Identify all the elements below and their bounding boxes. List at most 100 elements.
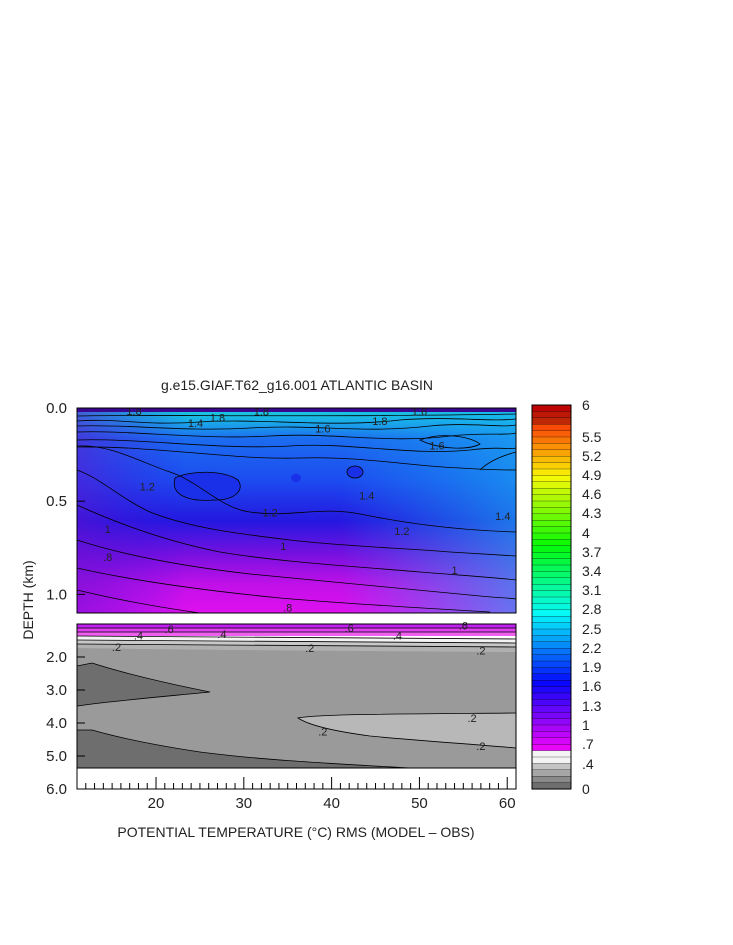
colorbar-label: 4 (582, 525, 590, 541)
y-tick-label: 5.0 (46, 748, 67, 765)
colorbar-swatch (531, 596, 572, 604)
colorbar-swatch (531, 456, 572, 464)
contour-line (76, 431, 517, 440)
colorbar-label: 1 (582, 717, 590, 733)
colorbar-swatch (531, 590, 572, 598)
contour-line (296, 712, 517, 749)
colorbar-swatch (531, 609, 572, 617)
contour-label: 1.8 (210, 412, 225, 424)
colorbar-swatch (531, 660, 572, 668)
colorbar-swatch (531, 750, 572, 758)
low-error-patch-1 (174, 472, 241, 501)
colorbar-swatch (531, 686, 572, 694)
colorbar-labels: 6 5.5 5.2 4.9 4.6 4.3 4 3.7 3.4 3.1 2.8 2.5 2.2 1.9 1.… (582, 397, 602, 797)
contour-line (76, 504, 517, 581)
colorbar-swatch (531, 526, 572, 534)
contour-line (77, 729, 411, 769)
contour-label: .2 (468, 713, 477, 725)
colorbar-swatch (531, 424, 572, 432)
dark-region-upper-left (77, 663, 210, 706)
contour-line (419, 435, 481, 449)
colorbar-swatch (531, 692, 572, 700)
y-tick-label: 6.0 (46, 781, 67, 798)
colorbar-swatch (531, 564, 572, 572)
colorbar-label: 3.7 (582, 544, 602, 560)
light-gray-band (77, 640, 516, 647)
y-tick-label: 2.0 (46, 649, 67, 666)
contour-label: .2 (305, 643, 314, 655)
y-tick-label: 4.0 (46, 715, 67, 732)
x-axis: 20 30 40 50 60 (85, 777, 517, 812)
upper-contour-labels: 1.8 1.8 1.61.8 1.81.4 1.61.61.21.41.2 1.41.21… (103, 406, 510, 615)
colorbar-swatch (531, 468, 572, 476)
colorbar-swatch (531, 648, 572, 656)
colorbar-label: .7 (582, 736, 594, 752)
contour-label: .2 (476, 645, 485, 657)
contour-label: .6 (459, 621, 468, 633)
contour-label: 1.2 (394, 526, 409, 538)
contour-label: .2 (318, 726, 327, 738)
contour-label: .2 (476, 741, 485, 753)
colorbar-label: 4.3 (582, 505, 602, 521)
colorbar-swatch (531, 763, 572, 771)
colorbar-swatch (531, 654, 572, 662)
contour-label: .8 (103, 552, 112, 564)
colorbar-label: 2.5 (582, 621, 602, 637)
y-axis-upper: 0.0 0.5 1.0 (46, 400, 85, 603)
y-tick-label: 0.0 (46, 400, 67, 417)
colorbar-swatch (531, 417, 572, 425)
y-tick-label: 3.0 (46, 682, 67, 699)
colorbar-swatch (531, 718, 572, 726)
colorbar-swatch (531, 494, 572, 502)
colorbar-swatch (531, 404, 572, 412)
colorbar-label: 1.9 (582, 659, 602, 675)
contour-label: 1 (451, 565, 457, 577)
colorbar-swatch (531, 724, 572, 732)
x-tick-label: 50 (411, 795, 428, 812)
contour-line (76, 639, 517, 644)
colorbar-swatch (531, 667, 572, 675)
contour-label: 1.4 (188, 418, 203, 430)
x-tick-label: 20 (148, 795, 165, 812)
colorbar-swatch (531, 507, 572, 515)
contour-label: 1.4 (495, 511, 510, 523)
contour-line (76, 413, 517, 417)
colorbar-swatch (531, 699, 572, 707)
contour-line (76, 439, 517, 452)
colorbar-swatch (531, 731, 572, 739)
colorbar-label: 2.2 (582, 640, 602, 656)
lower-contour-labels: .6 .6 .6 .4 .4 .4 .2 .2 .2 .2 .2 .2 (112, 621, 486, 753)
contour-label: .6 (345, 623, 354, 635)
colorbar-swatch (531, 680, 572, 688)
colorbar-swatch (531, 436, 572, 444)
colorbar-swatch (531, 616, 572, 624)
colorbar (531, 404, 572, 790)
contour-line (76, 643, 517, 648)
colorbar-label: 1.6 (582, 678, 602, 694)
colorbar-swatch (531, 532, 572, 540)
colorbar-swatch (531, 558, 572, 566)
colorbar-label: 4.9 (582, 467, 602, 483)
light-region-right (298, 713, 516, 748)
colorbar-swatch (531, 539, 572, 547)
surface-band (77, 408, 516, 412)
contour-label: 1 (105, 524, 111, 536)
y-tick-label: 0.5 (46, 493, 67, 510)
x-tick-label: 30 (235, 795, 252, 812)
colorbar-swatch (531, 513, 572, 521)
contour-label: 1.2 (263, 507, 278, 519)
contour-label: 1.8 (372, 416, 387, 428)
colorbar-swatch (531, 462, 572, 470)
contour-label: .8 (283, 602, 292, 614)
contour-line (76, 446, 517, 471)
contour-line (479, 451, 517, 471)
contour-line (76, 445, 517, 533)
x-axis-label: POTENTIAL TEMPERATURE (°C) RMS (MODEL – … (117, 824, 474, 840)
colorbar-label: 5.5 (582, 429, 602, 445)
colorbar-swatch (531, 756, 572, 764)
colorbar-swatch (531, 552, 572, 560)
contour-label: 1 (280, 541, 286, 553)
colorbar-swatch (531, 411, 572, 419)
colorbar-frame (531, 404, 572, 790)
colorbar-swatch (531, 705, 572, 713)
